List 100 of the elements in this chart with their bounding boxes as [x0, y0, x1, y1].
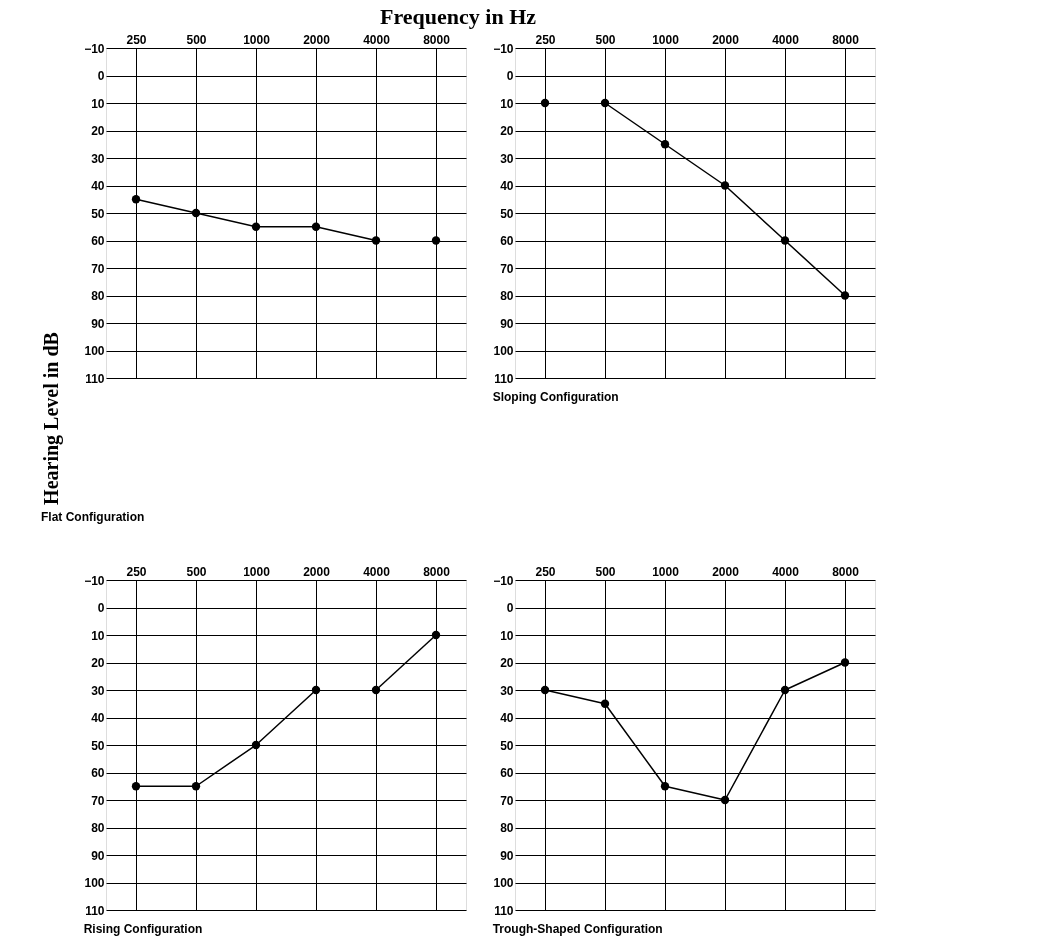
y-tick-label: 90: [91, 316, 105, 331]
y-tick-label: 30: [500, 683, 514, 698]
y-tick-label: 30: [91, 151, 105, 166]
text: Flat Configuration: [41, 510, 145, 525]
y-tick-label: 70: [91, 793, 105, 808]
point: [660, 140, 670, 149]
point: [191, 208, 201, 218]
y-tick-label: 90: [500, 848, 514, 863]
y-tick-label: 10: [500, 96, 514, 111]
y-tick-label: 60: [91, 766, 105, 780]
y-tick-label: 70: [500, 261, 514, 276]
y-tick-label: 100: [493, 876, 514, 890]
y-tick-label: 80: [91, 289, 105, 303]
y-tick-label: 80: [91, 821, 105, 835]
x-tick-label: 500: [595, 32, 616, 47]
x-tick-label: 1000: [243, 32, 271, 47]
x-tick-label: 2000: [303, 32, 331, 47]
text: Sloping Configuration: [492, 390, 619, 404]
x-tick-label: 8000: [832, 32, 860, 47]
x-tick-label: 250: [126, 564, 147, 579]
y-tick-label: 0: [506, 69, 514, 83]
point: [191, 782, 201, 791]
y-tick-label: −10: [84, 41, 105, 56]
y-tick-label: 110: [85, 903, 105, 918]
text: Trough-Shaped Configuration: [492, 922, 663, 936]
y-tick-label: 0: [506, 601, 514, 615]
point: [720, 795, 730, 805]
point: [600, 98, 610, 108]
y-tick-label: 110: [494, 903, 514, 918]
y-tick-label: 40: [91, 179, 105, 193]
x-tick-label: 8000: [423, 564, 451, 579]
y-axis-title: Hearing Level in dB: [39, 332, 63, 505]
point: [720, 181, 730, 190]
y-tick-label: 20: [91, 124, 105, 138]
y-tick-label: 60: [500, 766, 514, 780]
y-tick-label: −10: [493, 573, 514, 588]
x-tick-label: 4000: [772, 564, 800, 579]
x-tick-label: 250: [535, 564, 556, 579]
y-tick-label: 50: [91, 738, 105, 753]
y-tick-label: 20: [91, 656, 105, 670]
y-tick-label: 70: [91, 261, 105, 276]
point: [251, 222, 261, 231]
point: [780, 685, 790, 695]
x-tick-label: 8000: [423, 32, 451, 47]
point: [540, 98, 550, 108]
point: [371, 236, 381, 245]
text: Rising Configuration: [83, 922, 203, 936]
y-tick-label: 100: [493, 344, 514, 358]
x-tick-label: 2000: [712, 564, 740, 579]
point: [251, 740, 261, 750]
x-tick-label: 250: [535, 32, 556, 47]
y-tick-label: 40: [500, 179, 514, 193]
point: [431, 236, 441, 245]
point: [131, 195, 141, 204]
y-tick-label: 10: [91, 628, 105, 643]
y-tick-label: 40: [91, 711, 105, 725]
y-tick-label: 80: [500, 821, 514, 835]
y-tick-label: 70: [500, 793, 514, 808]
y-tick-label: 0: [97, 69, 105, 83]
y-tick-label: −10: [84, 573, 105, 588]
y-tick-label: 100: [84, 876, 105, 890]
x-tick-label: 250: [126, 32, 147, 47]
point: [780, 236, 790, 245]
x-tick-label: 4000: [363, 564, 391, 579]
x-tick-label: 1000: [243, 564, 271, 579]
y-tick-label: 50: [91, 206, 105, 221]
x-tick-label: 2000: [712, 32, 740, 47]
point: [131, 782, 141, 791]
y-tick-label: 50: [500, 206, 514, 221]
y-tick-label: 110: [494, 371, 514, 386]
x-tick-label: 500: [186, 32, 207, 47]
point: [311, 222, 321, 231]
x-tick-label: 1000: [652, 32, 680, 47]
y-tick-label: −10: [493, 41, 514, 56]
point: [660, 782, 670, 791]
point: [600, 699, 610, 708]
y-tick-label: 60: [500, 234, 514, 248]
x-tick-label: 2000: [303, 564, 331, 579]
point: [840, 291, 850, 300]
y-tick-label: 20: [500, 656, 514, 670]
y-tick-label: 80: [500, 289, 514, 303]
y-tick-label: 110: [85, 371, 105, 386]
y-tick-label: 90: [500, 316, 514, 331]
x-tick-label: 500: [595, 564, 616, 579]
point: [540, 685, 550, 695]
y-tick-label: 30: [91, 683, 105, 698]
point: [371, 685, 381, 695]
x-tick-label: 500: [186, 564, 207, 579]
y-tick-label: 10: [500, 628, 514, 643]
x-tick-label: 4000: [772, 32, 800, 47]
x-axis-title: Frequency in Hz: [379, 3, 537, 29]
y-tick-label: 60: [91, 234, 105, 248]
point: [311, 685, 321, 695]
x-tick-label: 4000: [363, 32, 391, 47]
point: [840, 658, 850, 667]
x-tick-label: 8000: [832, 564, 860, 579]
point: [431, 630, 441, 640]
x-tick-label: 1000: [652, 564, 680, 579]
y-tick-label: 0: [97, 601, 105, 615]
y-tick-label: 30: [500, 151, 514, 166]
